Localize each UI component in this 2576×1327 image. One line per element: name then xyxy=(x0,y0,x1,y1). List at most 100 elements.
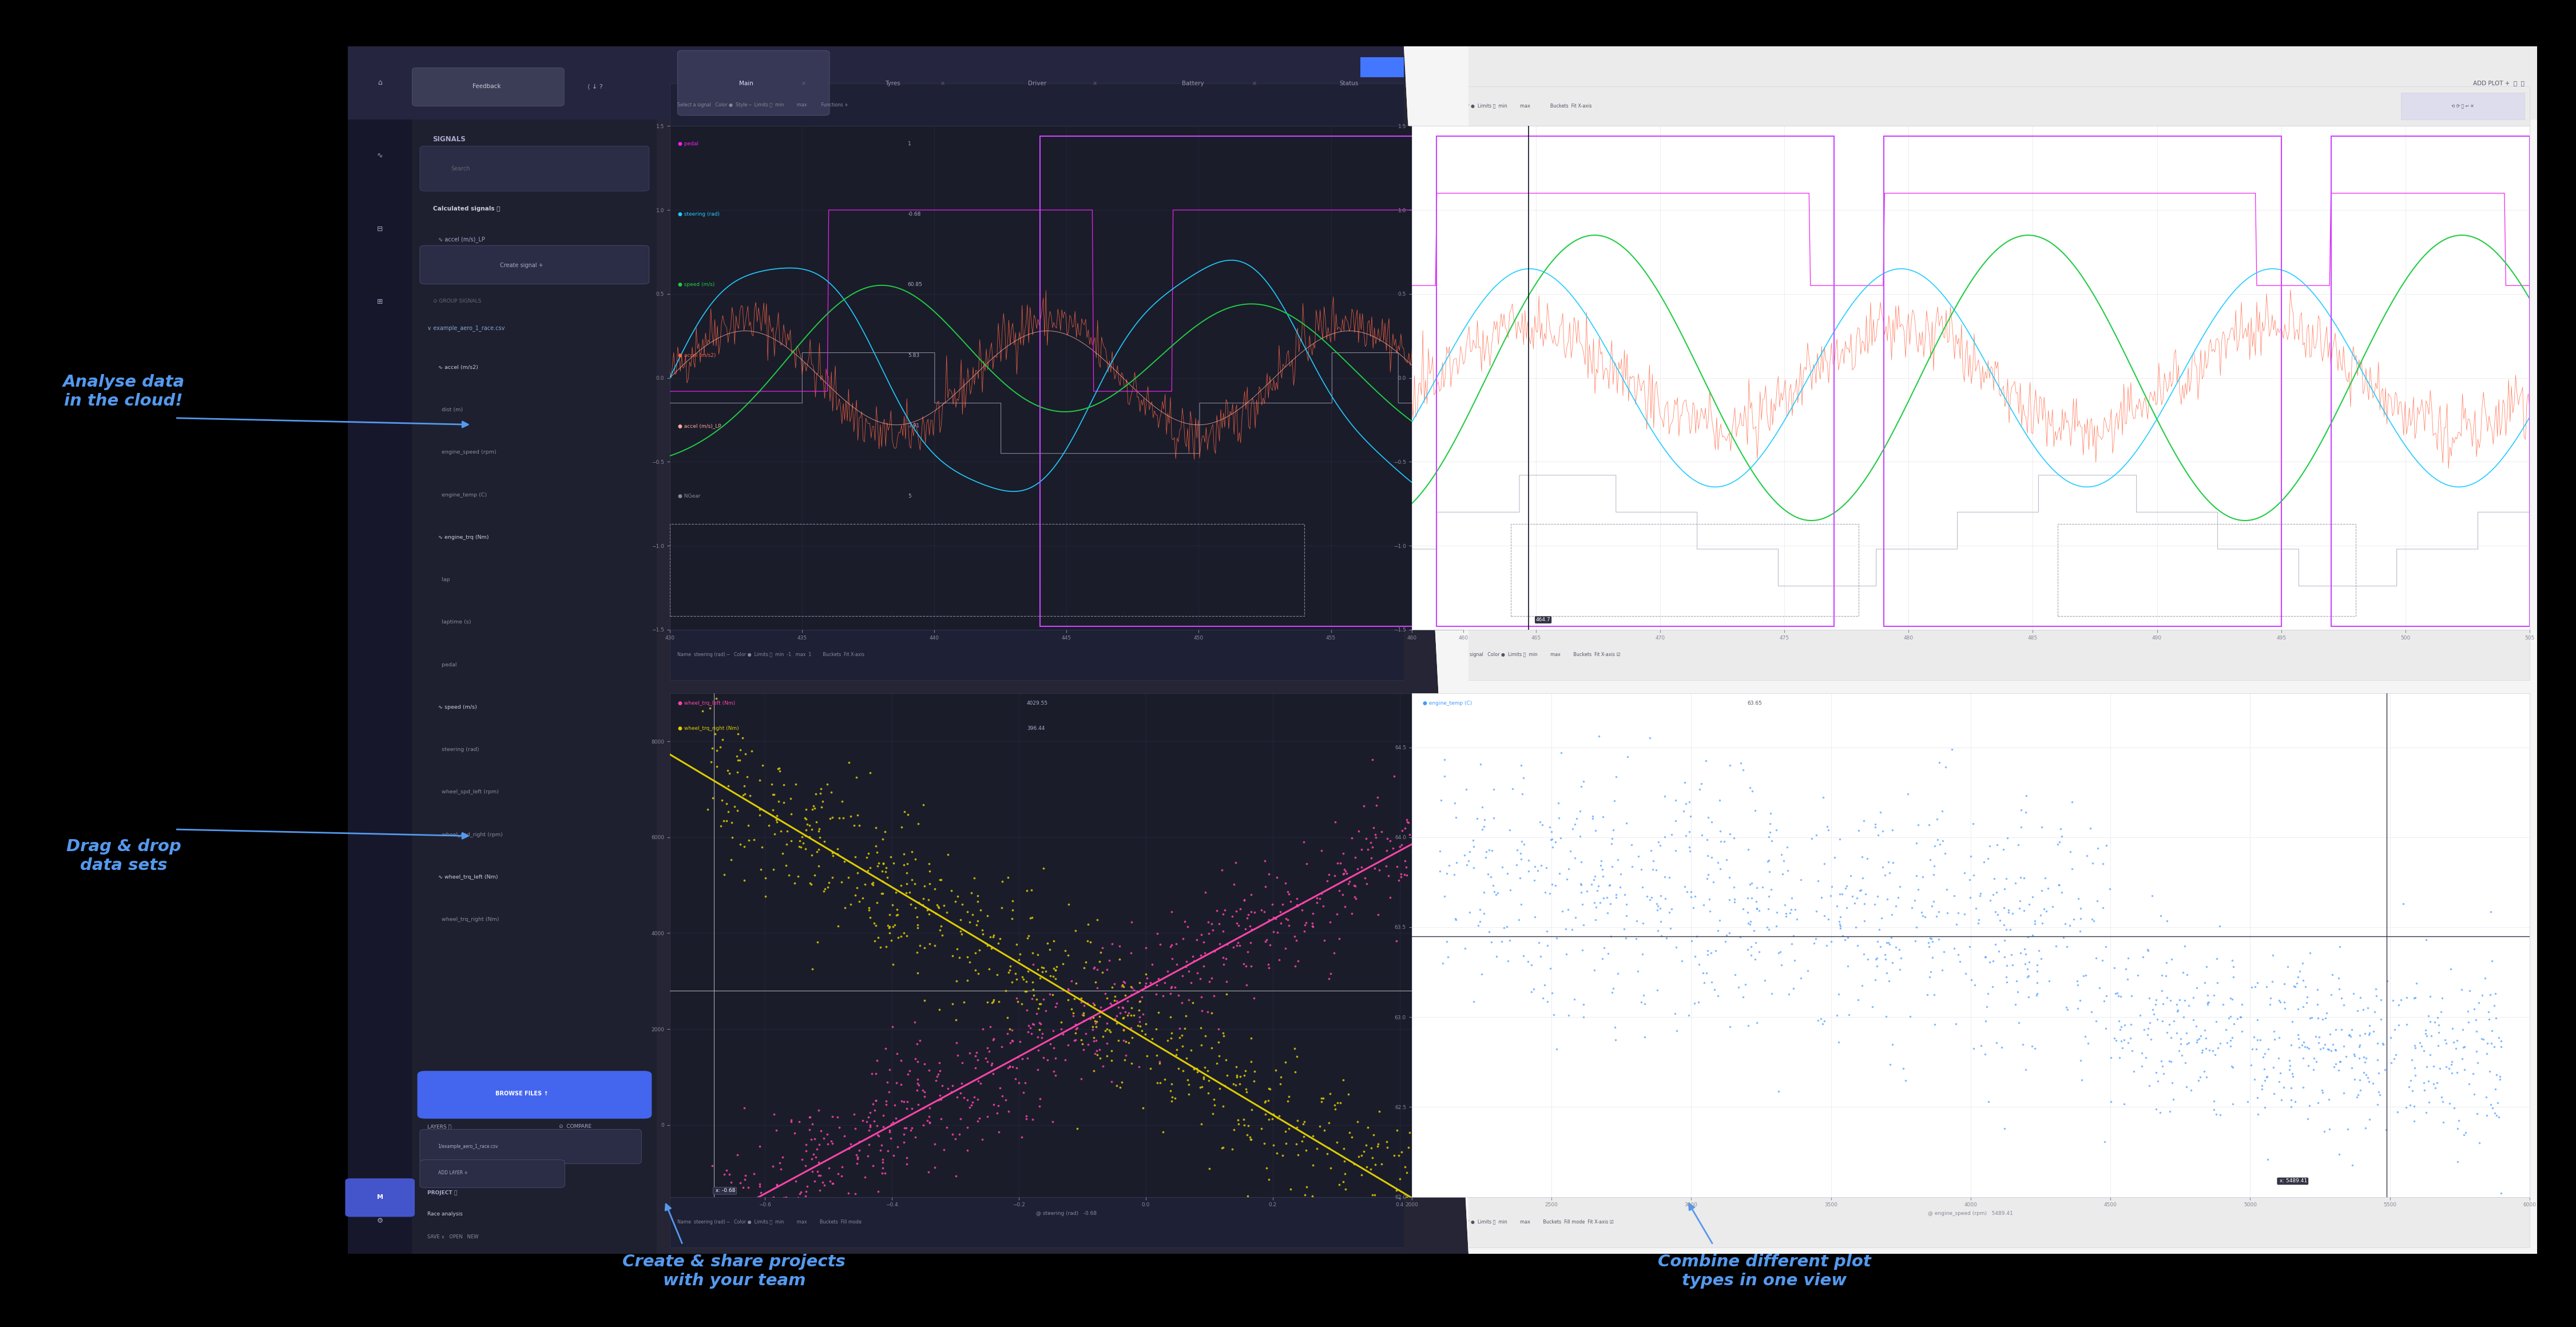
Point xyxy=(1381,1141,1422,1162)
Point xyxy=(1744,970,1785,991)
Point xyxy=(1692,847,1734,868)
Point xyxy=(1909,928,1950,949)
Point xyxy=(2053,909,2094,930)
Text: Select a signal   Color ●  Limits ⓘ  min         max         Buckets  Fill mode : Select a signal Color ● Limits ⓘ min max… xyxy=(1419,1220,1613,1225)
Bar xyxy=(2401,93,2524,119)
Point xyxy=(739,1173,781,1194)
Point xyxy=(1190,967,1231,989)
Point xyxy=(1705,849,1747,871)
Point xyxy=(2017,983,2058,1005)
Point xyxy=(796,783,837,804)
Point xyxy=(1198,933,1239,954)
Point xyxy=(845,1166,886,1188)
Point xyxy=(1345,867,1386,888)
Point xyxy=(2084,1131,2125,1152)
Point xyxy=(917,894,958,916)
FancyBboxPatch shape xyxy=(345,1178,415,1217)
Point xyxy=(1126,937,1167,958)
Point xyxy=(822,1156,863,1177)
Point xyxy=(1386,812,1427,833)
Point xyxy=(2254,1083,2295,1104)
Point xyxy=(2172,1009,2213,1030)
Point xyxy=(2331,1026,2372,1047)
Point xyxy=(1347,873,1388,894)
Point xyxy=(1883,1058,1924,1079)
Point xyxy=(1162,928,1203,949)
Point xyxy=(824,1200,866,1221)
Point xyxy=(1376,1180,1417,1201)
Point xyxy=(1190,1002,1231,1023)
Point xyxy=(1399,1201,1440,1222)
Point xyxy=(793,1144,835,1165)
Point xyxy=(2303,1121,2344,1143)
Point xyxy=(696,723,737,744)
Point xyxy=(868,1120,909,1141)
Point xyxy=(2349,1015,2391,1036)
Bar xyxy=(2331,137,2530,626)
Point xyxy=(786,1140,827,1161)
Point xyxy=(1579,876,1620,897)
Point xyxy=(987,1007,1028,1028)
Point xyxy=(2476,1079,2517,1100)
Point xyxy=(1404,796,1445,817)
Point xyxy=(2169,1032,2210,1054)
Point xyxy=(945,970,987,991)
Point xyxy=(871,847,912,868)
Point xyxy=(750,815,791,836)
Point xyxy=(1324,863,1365,884)
Point xyxy=(2295,1026,2336,1047)
Point xyxy=(868,917,909,938)
Point xyxy=(2236,1030,2277,1051)
Point xyxy=(1048,989,1090,1010)
Point xyxy=(837,877,878,898)
Point xyxy=(1625,993,1667,1014)
Point xyxy=(1605,812,1646,833)
Point xyxy=(1839,820,1880,841)
Text: Status: Status xyxy=(1340,81,1358,86)
Point xyxy=(842,1109,884,1131)
Point xyxy=(1247,1078,1288,1099)
Point xyxy=(2120,1005,2161,1026)
Point xyxy=(1064,1010,1105,1031)
Point xyxy=(1968,1091,2009,1112)
Point xyxy=(873,1145,914,1166)
Point xyxy=(1285,1140,1327,1161)
Point xyxy=(920,1060,961,1082)
Point xyxy=(1231,918,1273,940)
Point xyxy=(719,1234,760,1255)
Point xyxy=(1028,1050,1069,1071)
Text: engine_temp (C): engine_temp (C) xyxy=(438,492,487,498)
Point xyxy=(1530,821,1571,843)
Point xyxy=(1530,816,1571,837)
Point xyxy=(956,1046,997,1067)
Point xyxy=(920,869,961,890)
Point xyxy=(1672,897,1713,918)
Point xyxy=(2318,1144,2360,1165)
Point xyxy=(2079,977,2120,998)
Point xyxy=(1247,864,1288,885)
Point xyxy=(1391,841,1432,863)
Point xyxy=(876,1136,917,1157)
Point xyxy=(1193,941,1234,962)
Point xyxy=(938,947,979,969)
Point xyxy=(1525,974,1566,995)
Point xyxy=(1275,955,1316,977)
Point xyxy=(1685,750,1726,771)
Point xyxy=(1656,1020,1698,1042)
Point xyxy=(817,1107,858,1128)
Point xyxy=(2231,1055,2272,1076)
Point xyxy=(783,832,824,853)
Point xyxy=(2102,1038,2143,1059)
Point xyxy=(1319,1223,1360,1245)
Point xyxy=(1638,832,1680,853)
X-axis label: @ steering (rad)   -0.68: @ steering (rad) -0.68 xyxy=(1036,1210,1097,1216)
Point xyxy=(1986,920,2027,941)
Point xyxy=(2465,1043,2506,1064)
Point xyxy=(1020,994,1061,1015)
Point xyxy=(1896,865,1937,886)
Point xyxy=(1592,978,1633,999)
Point xyxy=(1061,1005,1103,1026)
Point xyxy=(1507,849,1548,871)
Point xyxy=(948,1096,989,1117)
Point xyxy=(2148,1101,2190,1123)
